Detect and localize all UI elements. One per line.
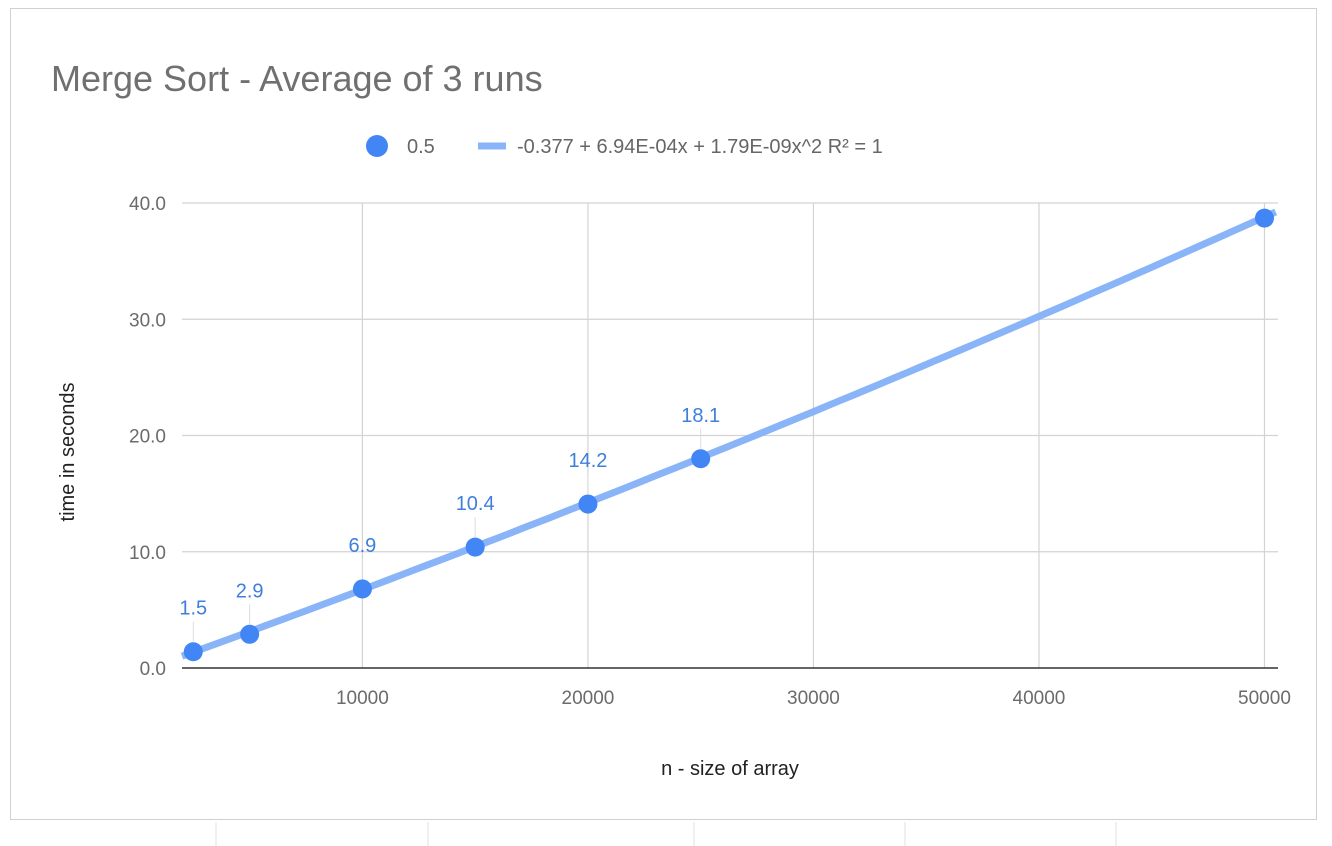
data-label: 14.2 (568, 450, 607, 472)
legend-label-trendline: -0.377 + 6.94E-04x + 1.79E-09x^2 R² = 1 (517, 136, 883, 158)
y-tick-label: 10.0 (129, 543, 166, 564)
x-axis-title: n - size of array (661, 758, 799, 780)
data-point (352, 579, 372, 599)
y-tick-label: 30.0 (129, 310, 166, 331)
trendline (180, 208, 1278, 660)
y-axis-title: time in seconds (57, 383, 79, 522)
legend-marker-points (366, 135, 388, 157)
data-label: 2.9 (236, 580, 264, 602)
data-point (240, 624, 260, 644)
data-point (1254, 208, 1274, 228)
data-labels: 1.5 2.9 6.9 10.4 14.2 18.1 (179, 405, 720, 642)
legend-label-points: 0.5 (407, 136, 435, 158)
data-points (183, 208, 1274, 662)
chart-frame (10, 8, 1317, 820)
y-tick-label: 0.0 (140, 659, 166, 680)
x-tick-label: 50000 (1238, 688, 1291, 709)
x-tick-label: 20000 (562, 688, 615, 709)
data-label: 18.1 (681, 405, 720, 427)
data-point (578, 494, 598, 514)
data-point (465, 537, 485, 557)
data-label: 1.5 (179, 598, 207, 620)
data-label: 6.9 (349, 535, 377, 557)
chart-title: Merge Sort - Average of 3 runs (51, 58, 543, 99)
trendline-layer (180, 208, 1278, 660)
gridlines (182, 202, 1278, 668)
x-tick-label: 10000 (336, 688, 389, 709)
axes: 0.0 10.0 20.0 30.0 40.0 10000 20000 30000 40000 5… (129, 194, 1291, 709)
y-tick-label: 40.0 (129, 194, 166, 215)
x-tick-label: 40000 (1013, 688, 1066, 709)
data-point (691, 449, 711, 469)
y-tick-label: 20.0 (129, 427, 166, 448)
x-tick-label: 30000 (787, 688, 840, 709)
legend: 0.5 -0.377 + 6.94E-04x + 1.79E-09x^2 R² … (366, 135, 883, 158)
data-point (183, 642, 203, 662)
data-label: 10.4 (456, 493, 495, 515)
